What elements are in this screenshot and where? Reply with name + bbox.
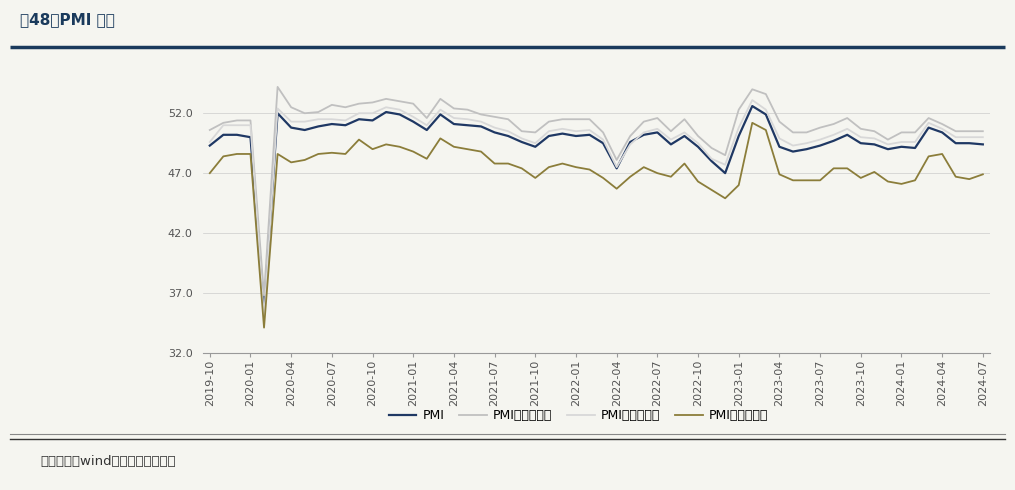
Text: 数据来源：wind，东吴证券研究所: 数据来源：wind，东吴证券研究所: [41, 455, 177, 468]
PMI：中型企业: [733, 124, 745, 130]
PMI：大型企业: [950, 128, 962, 134]
PMI：小型企业: [746, 120, 758, 126]
Line: PMI：中型企业: PMI：中型企业: [210, 100, 983, 318]
PMI：小型企业: [882, 178, 894, 184]
PMI：中型企业: [258, 315, 270, 321]
PMI：小型企业: [204, 170, 216, 176]
PMI: [882, 146, 894, 152]
PMI：大型企业: [258, 293, 270, 298]
PMI: [258, 306, 270, 312]
PMI: [394, 112, 406, 118]
PMI：大型企业: [882, 137, 894, 143]
PMI：小型企业: [394, 144, 406, 150]
PMI：中型企业: [950, 134, 962, 140]
PMI：小型企业: [407, 148, 419, 154]
PMI: [733, 133, 745, 139]
Text: 图48：PMI 走势: 图48：PMI 走势: [20, 12, 115, 27]
PMI: [801, 146, 813, 152]
PMI：大型企业: [976, 128, 989, 134]
PMI：中型企业: [746, 97, 758, 103]
PMI：中型企业: [407, 114, 419, 120]
PMI: [746, 103, 758, 109]
PMI：小型企业: [976, 172, 989, 177]
PMI：中型企业: [976, 134, 989, 140]
PMI：大型企业: [271, 84, 283, 90]
PMI：大型企业: [746, 86, 758, 92]
PMI: [950, 140, 962, 146]
PMI：中型企业: [394, 107, 406, 113]
PMI: [407, 119, 419, 124]
PMI：小型企业: [733, 182, 745, 188]
Line: PMI: PMI: [210, 106, 983, 309]
Legend: PMI, PMI：大型企业, PMI：中型企业, PMI：小型企业: PMI, PMI：大型企业, PMI：中型企业, PMI：小型企业: [384, 404, 773, 427]
PMI：大型企业: [204, 127, 216, 133]
PMI：小型企业: [801, 177, 813, 183]
PMI：大型企业: [407, 101, 419, 107]
PMI: [204, 143, 216, 148]
PMI: [976, 142, 989, 147]
Line: PMI：大型企业: PMI：大型企业: [210, 87, 983, 295]
PMI：大型企业: [420, 115, 432, 121]
PMI：小型企业: [258, 325, 270, 331]
Line: PMI：小型企业: PMI：小型企业: [210, 123, 983, 328]
PMI：中型企业: [204, 139, 216, 145]
PMI：大型企业: [801, 129, 813, 135]
PMI：中型企业: [801, 140, 813, 146]
PMI：小型企业: [950, 174, 962, 180]
PMI：中型企业: [882, 142, 894, 147]
